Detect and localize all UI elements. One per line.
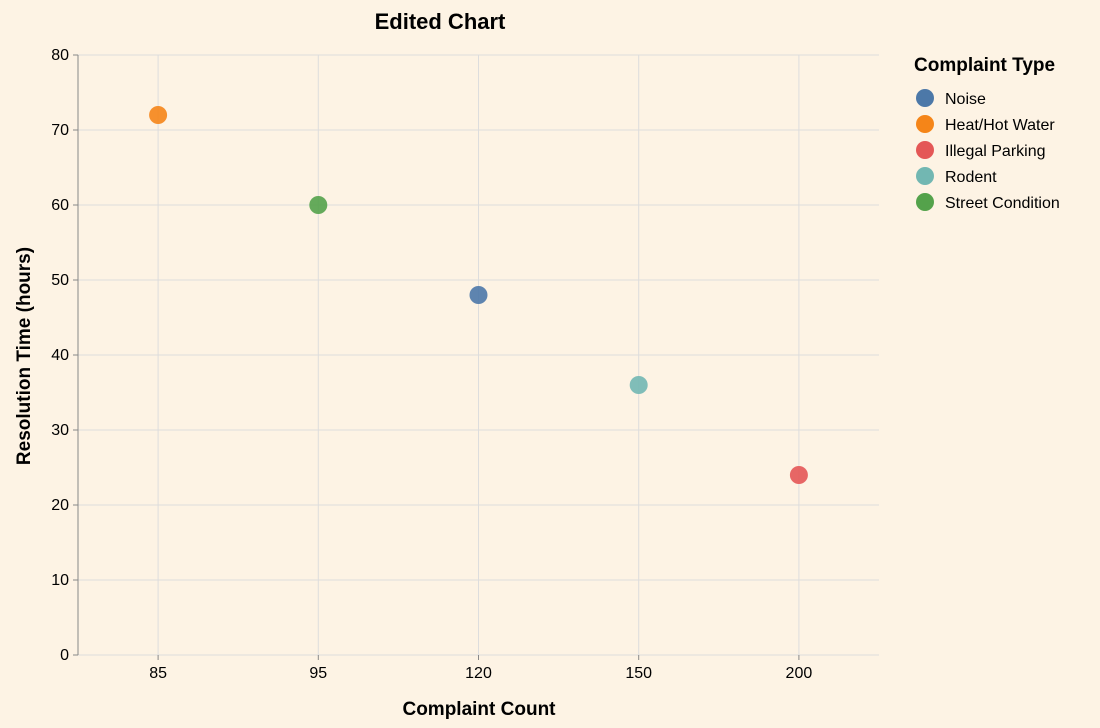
data-point-illegal-parking	[789, 466, 808, 484]
y-tick-label: 80	[51, 47, 69, 64]
legend-swatch	[916, 115, 934, 133]
data-points	[149, 106, 808, 484]
data-point-noise	[469, 286, 488, 304]
x-tick-label: 95	[309, 665, 327, 682]
y-tick-label: 10	[51, 572, 69, 589]
legend-swatch	[916, 89, 934, 107]
x-tick-label: 85	[149, 665, 167, 682]
legend-label: Heat/Hot Water	[945, 117, 1055, 134]
legend-label: Noise	[945, 91, 986, 108]
legend-title: Complaint Type	[914, 55, 1055, 76]
legend-swatch	[916, 167, 934, 185]
x-tick-label: 200	[786, 665, 813, 682]
x-tick-label: 150	[625, 665, 652, 682]
y-tick-label: 40	[51, 347, 69, 364]
y-axis-title: Resolution Time (hours)	[14, 247, 35, 465]
legend: Complaint Type Noise Heat/Hot Water Illega…	[914, 55, 1060, 212]
legend-swatch	[916, 141, 934, 159]
legend-label: Illegal Parking	[945, 143, 1046, 160]
y-tick-label: 0	[60, 647, 69, 664]
legend-label: Street Condition	[945, 195, 1060, 212]
y-tick-label: 20	[51, 497, 69, 514]
legend-swatch	[916, 193, 934, 211]
y-tick-label: 30	[51, 422, 69, 439]
grid	[78, 54, 879, 656]
chart-title: Edited Chart	[375, 9, 506, 34]
data-point-rodent	[629, 376, 648, 394]
x-axis-title: Complaint Count	[402, 699, 556, 720]
axes: 0 10 20 30 40 50 60 70 80 85 95 120 150 200	[51, 47, 812, 682]
y-tick-label: 70	[51, 122, 69, 139]
y-tick-label: 60	[51, 197, 69, 214]
data-point-street-condition	[309, 196, 328, 214]
x-tick-label: 120	[465, 665, 492, 682]
legend-label: Rodent	[945, 169, 997, 186]
data-point-heat-hot-water	[149, 106, 168, 124]
y-tick-label: 50	[51, 272, 69, 289]
